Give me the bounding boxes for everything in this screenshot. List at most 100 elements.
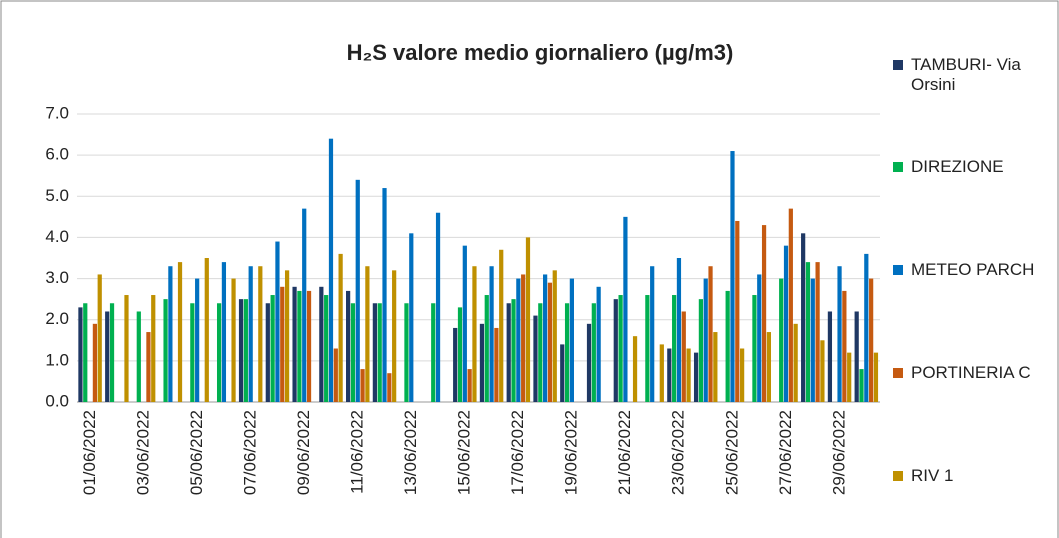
bar: [328, 138, 334, 402]
bar: [258, 266, 263, 402]
bar: [319, 286, 324, 402]
bar: [489, 266, 494, 402]
bar: [163, 299, 168, 402]
bar: [740, 348, 745, 402]
x-tick-label: 19/06/2022: [562, 410, 581, 495]
bar: [757, 274, 762, 402]
bar: [136, 311, 141, 402]
bar: [686, 348, 691, 402]
bar: [372, 303, 377, 402]
bar: [632, 336, 638, 402]
bar: [280, 286, 285, 402]
bar: [109, 303, 115, 402]
bar: [302, 208, 307, 402]
legend-swatch: [893, 265, 903, 275]
x-tick-label: 17/06/2022: [508, 410, 527, 495]
bar: [168, 266, 173, 402]
bar: [195, 278, 200, 402]
x-tick-label: 11/06/2022: [348, 410, 367, 494]
bar: [333, 348, 338, 402]
bar: [238, 299, 244, 402]
bar: [346, 290, 351, 402]
bar: [324, 295, 329, 402]
bar: [521, 274, 526, 402]
legend-label: PORTINERIA C: [911, 363, 1031, 382]
bar: [484, 295, 489, 402]
bar: [713, 332, 718, 402]
y-tick-label: 3.0: [45, 268, 69, 287]
bar: [538, 303, 543, 402]
bar: [431, 303, 436, 402]
bar: [275, 241, 280, 402]
legend-item: DIREZIONE: [893, 157, 1043, 177]
bar: [462, 245, 467, 402]
bar: [864, 253, 869, 402]
bar: [552, 270, 557, 402]
bar: [494, 327, 499, 402]
bar: [204, 258, 209, 402]
bar: [623, 216, 628, 402]
x-tick-label: 13/06/2022: [401, 410, 420, 495]
y-tick-label: 0.0: [45, 391, 69, 410]
bar: [360, 369, 365, 402]
bar: [190, 303, 195, 402]
bar: [569, 278, 574, 402]
bar: [506, 303, 511, 402]
x-tick-label: 09/06/2022: [294, 410, 313, 495]
bar: [499, 249, 504, 402]
bar: [365, 266, 370, 402]
bar: [708, 266, 713, 402]
x-tick-label: 01/06/2022: [80, 410, 99, 495]
bar: [479, 323, 485, 402]
bar: [827, 311, 833, 402]
x-tick-label: 25/06/2022: [722, 410, 741, 495]
bar: [511, 299, 516, 402]
y-tick-label: 2.0: [45, 309, 69, 328]
bar: [659, 344, 664, 402]
legend-swatch: [893, 60, 903, 70]
x-tick-label: 23/06/2022: [669, 410, 688, 495]
bar: [730, 151, 735, 402]
bar: [457, 307, 463, 402]
bar: [146, 332, 151, 402]
bar: [869, 278, 874, 402]
bar: [703, 278, 708, 402]
bar: [83, 303, 88, 402]
legend-label: METEO PARCH: [911, 260, 1035, 279]
bar: [873, 352, 879, 402]
bar: [435, 212, 441, 402]
bar: [177, 262, 183, 402]
bar: [681, 311, 686, 402]
bar: [221, 262, 227, 402]
bar: [788, 208, 793, 402]
bar: [516, 278, 521, 402]
bar: [560, 344, 565, 402]
x-tick-label: 27/06/2022: [776, 410, 795, 495]
bar: [672, 295, 677, 402]
bar: [151, 295, 156, 402]
bar: [586, 323, 592, 402]
bar: [284, 270, 290, 402]
legend-item: METEO PARCH: [893, 260, 1043, 280]
y-tick-label: 5.0: [45, 186, 69, 205]
x-tick-label: 21/06/2022: [615, 410, 634, 495]
bar: [78, 307, 83, 402]
legend-swatch: [893, 368, 903, 378]
bar: [306, 290, 312, 402]
bar: [382, 188, 387, 402]
bar: [409, 233, 414, 402]
bar: [596, 286, 601, 402]
bar: [761, 225, 767, 402]
bar: [124, 295, 129, 402]
bar: [292, 286, 297, 402]
y-tick-label: 1.0: [45, 350, 69, 369]
bar: [854, 311, 859, 402]
bar: [645, 295, 650, 402]
legend-item: TAMBURI- Via Orsini: [893, 55, 1043, 95]
bar: [693, 352, 699, 402]
bar: [248, 266, 253, 402]
legend-label: TAMBURI- Via Orsini: [911, 55, 1021, 94]
bar: [779, 278, 784, 402]
bar: [265, 303, 270, 402]
